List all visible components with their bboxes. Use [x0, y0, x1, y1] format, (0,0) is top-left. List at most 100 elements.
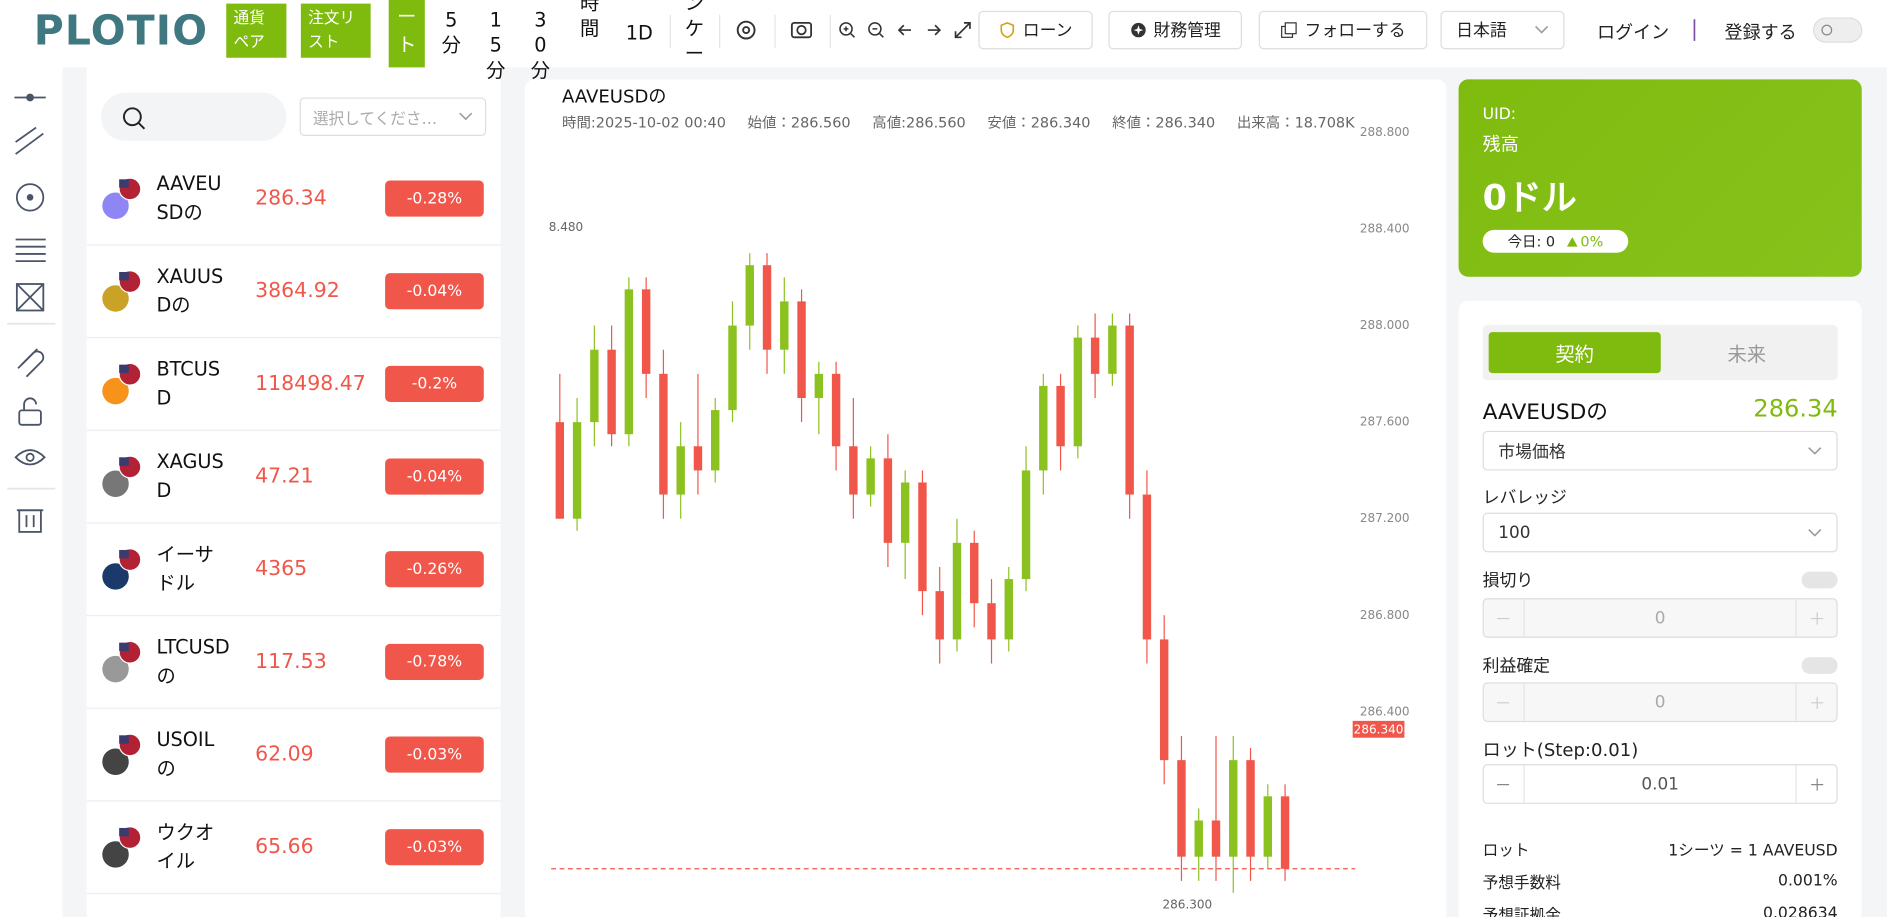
settings-icon[interactable]	[736, 20, 756, 40]
visibility-tool[interactable]	[14, 449, 46, 466]
divider	[1693, 19, 1696, 41]
watchlist-row[interactable]: イーサドル 4365 -0.26%	[86, 523, 501, 617]
tab-active[interactable]: 契約	[1488, 332, 1661, 374]
last-price-tag: 286.340	[1354, 722, 1404, 736]
account-card: UID: 残高 0ドル 今日: 0 0%	[1458, 79, 1862, 277]
candle-body	[780, 301, 789, 350]
change-badge: -0.04%	[385, 458, 484, 495]
price: 65.66	[255, 835, 314, 860]
coin	[102, 563, 129, 590]
login-link[interactable]: ログイン	[1596, 21, 1670, 44]
candlestick-chart: 288.800 288.400 288.000 287.600 287.200 286.8…	[549, 125, 1410, 912]
order-type-select[interactable]: 市場価格	[1482, 430, 1838, 471]
leverage-select[interactable]: 100	[1482, 512, 1838, 553]
coin	[102, 470, 129, 498]
interval-button[interactable]: 時間	[580, 0, 600, 40]
watchlist-row[interactable]: XAUUSDの 3864.92 -0.04%	[86, 246, 501, 339]
asset-icon	[102, 177, 142, 220]
today: 今日: 0	[1507, 233, 1556, 251]
coin	[102, 748, 129, 776]
fullscreen-icon[interactable]	[954, 22, 971, 39]
interval-button[interactable]: ンケー	[684, 0, 705, 65]
watchlist-row[interactable]: ウクオイル 65.66 -0.03%	[86, 801, 501, 895]
tab-button[interactable]: 注文リスト	[300, 3, 371, 58]
ohlc-info: 時間:2025-10-02 00:40 始値：286.560 高値:286.560 安…	[562, 112, 1355, 132]
tab-button[interactable]: 通貨ペア	[226, 3, 287, 58]
watchlist-row[interactable]: USOILの 62.09 -0.03%	[86, 709, 501, 802]
lot-input[interactable]: 0.01	[1482, 764, 1838, 804]
interval-button[interactable]: 5分	[441, 8, 461, 57]
register-link[interactable]: 登録する	[1724, 21, 1797, 44]
watchlist-row[interactable]: XAGUSD 47.21 -0.04%	[86, 431, 501, 524]
flag-canton	[119, 364, 129, 374]
toolbar-icons	[7, 93, 56, 533]
symbol: イーサドル	[156, 542, 214, 595]
language-select[interactable]: 日本語	[1440, 10, 1565, 50]
take-profit-input: 0	[1482, 682, 1838, 723]
plus-icon	[1811, 696, 1824, 709]
candle-body	[693, 446, 703, 471]
y-tick-label: 286.400	[1360, 704, 1410, 718]
price: 3864.92	[255, 279, 340, 304]
candle-body	[762, 265, 772, 350]
take-profit-switch[interactable]	[1801, 657, 1838, 674]
interval-button[interactable]: 15分	[486, 8, 506, 82]
stop-loss-switch[interactable]	[1801, 571, 1838, 589]
asset-icon	[102, 270, 142, 312]
price: 47.21	[255, 464, 314, 489]
last-price-tag-bg	[1352, 720, 1405, 738]
interval-button[interactable]: 1D	[625, 21, 653, 45]
plus-icon[interactable]	[1810, 777, 1824, 791]
camera-icon[interactable]	[790, 21, 813, 39]
candle-body	[676, 446, 685, 495]
loan-button[interactable]: ローン	[978, 10, 1093, 50]
trend-tool[interactable]	[15, 126, 44, 155]
search-box[interactable]	[101, 92, 287, 141]
delete-tool[interactable]	[16, 509, 44, 533]
fib-tool[interactable]	[15, 238, 46, 263]
theme-toggle[interactable]	[1812, 17, 1863, 43]
chart-title: AAVEUSDの	[562, 85, 667, 108]
change-badge: -0.04%	[385, 273, 484, 310]
asset-icon	[102, 455, 142, 498]
chevron	[1808, 528, 1822, 537]
chart-tab[interactable]: ート	[388, 0, 425, 79]
candle-body	[952, 542, 962, 640]
button-label: ローン	[1022, 21, 1073, 41]
finance-button[interactable]: 財務管理	[1108, 10, 1242, 50]
magnet-tool[interactable]	[17, 348, 45, 378]
change-badge: -0.28%	[385, 180, 484, 217]
symbol: XAGUSD	[156, 450, 224, 502]
circle-tool[interactable]	[15, 183, 45, 212]
left-arrow-icon[interactable]	[897, 24, 912, 36]
watchlist-row[interactable]: LTCUSDの 117.53 -0.78%	[86, 616, 501, 709]
category-select[interactable]: 選択してくださ…	[299, 97, 487, 136]
header: PLOTIO 通貨ペア 注文リスト ート ローン 財務管理 フォ	[0, 0, 1887, 79]
zoom-out-icon[interactable]	[868, 22, 884, 38]
line-tool[interactable]	[14, 93, 46, 102]
candle-body	[1246, 760, 1255, 857]
candle-body	[900, 482, 910, 543]
zoom-in-icon[interactable]	[839, 22, 855, 38]
right-arrow-icon[interactable]	[927, 24, 942, 36]
lock-tool[interactable]	[18, 397, 42, 426]
copy-icon	[1281, 22, 1297, 38]
follow-button[interactable]: フォローする	[1258, 10, 1428, 50]
tab[interactable]: 未来	[1727, 342, 1767, 366]
candle-body	[1021, 470, 1031, 580]
order-price: 286.34	[1753, 393, 1838, 423]
flag-canton	[119, 642, 129, 652]
pattern-tool[interactable]	[15, 283, 45, 312]
ohlc-field: 終値：286.340	[1112, 114, 1216, 132]
candle-body	[1004, 579, 1013, 640]
logo[interactable]: PLOTIO	[33, 7, 209, 56]
candle-body	[1056, 385, 1065, 447]
minus-icon[interactable]	[1496, 777, 1510, 791]
watchlist-row[interactable]: BTCUSD 118498.47 -0.2%	[86, 338, 501, 431]
chevron	[1808, 446, 1822, 455]
watchlist-row[interactable]: AAVEUSDの 286.34 -0.28%	[86, 153, 501, 246]
candle-body	[935, 591, 944, 640]
interval-button[interactable]: 30分	[530, 8, 550, 82]
today-pill: 今日: 0 0%	[1482, 229, 1629, 253]
